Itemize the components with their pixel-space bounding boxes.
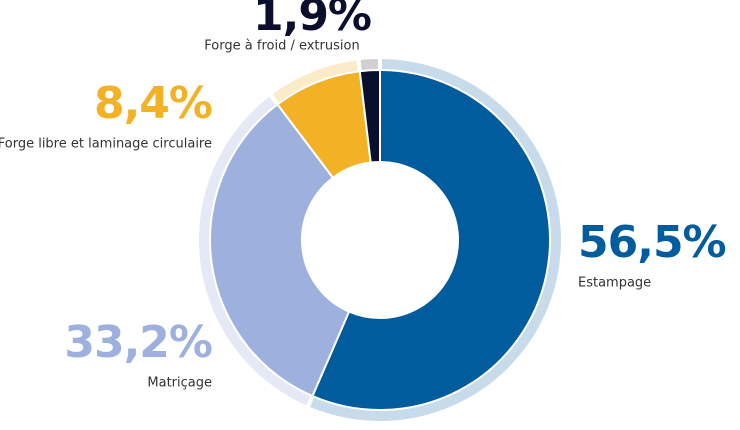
slice — [209, 102, 351, 398]
outer-ring — [360, 59, 378, 71]
value-label: 33,2% — [64, 317, 212, 368]
value-label: 1,9% — [253, 0, 371, 41]
slice — [358, 68, 381, 164]
outer-ring — [198, 96, 311, 406]
value-label: 8,4% — [94, 78, 212, 129]
slice — [311, 68, 551, 411]
category-label: Forge à froid / extrusion — [204, 39, 359, 54]
value-label: 56,5% — [578, 217, 726, 268]
category-label: Matriçage — [147, 376, 212, 391]
category-label: Forge libre et laminage circulaire — [0, 137, 212, 152]
category-label: Estampage — [578, 276, 651, 291]
